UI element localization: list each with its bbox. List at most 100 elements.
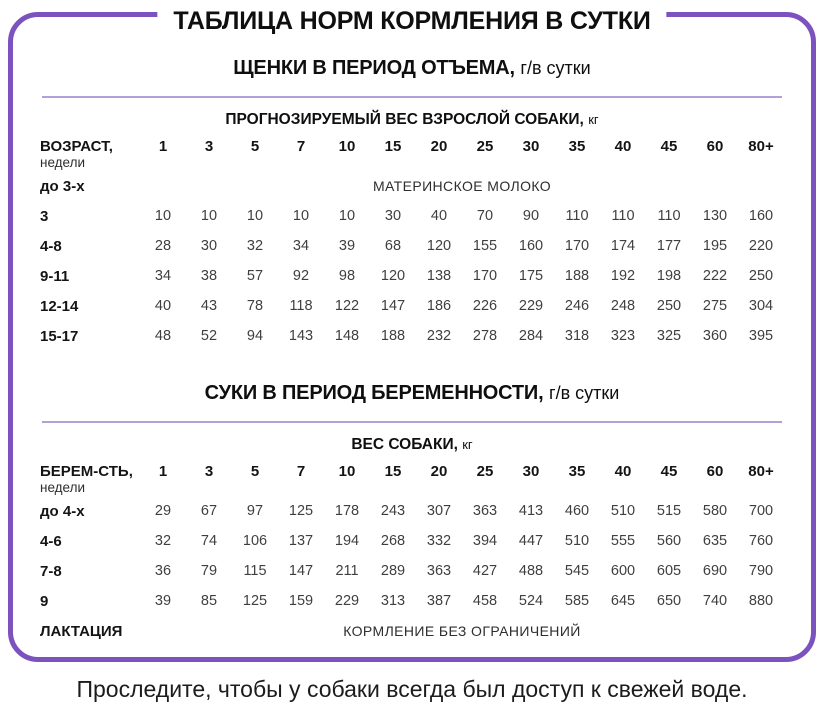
value-cell: 159 bbox=[288, 593, 314, 609]
value-cell: 110 bbox=[657, 208, 681, 224]
value-cell: 147 bbox=[288, 563, 314, 579]
value-cell: 307 bbox=[426, 503, 452, 519]
value-cell: 40 bbox=[154, 298, 172, 314]
pregnancy-section-title: СУКИ В ПЕРИОД БЕРЕМЕННОСТИ, г/в сутки bbox=[40, 382, 784, 405]
page-title: ТАБЛИЦА НОРМ КОРМЛЕНИЯ В СУТКИ bbox=[157, 7, 667, 36]
value-cell: 90 bbox=[522, 208, 540, 224]
value-cell: 120 bbox=[426, 238, 452, 254]
value-cell: 232 bbox=[426, 328, 452, 344]
value-cell: 192 bbox=[610, 268, 636, 284]
value-cell: 30 bbox=[200, 238, 218, 254]
pregnancy-table-header: ВЕС СОБАКИ, кг bbox=[40, 436, 784, 454]
puppies-section-title-unit: г/в сутки bbox=[520, 58, 591, 78]
value-cell: 447 bbox=[518, 533, 544, 549]
value-cell: 177 bbox=[656, 238, 682, 254]
value-cell: 229 bbox=[334, 593, 360, 609]
pregnancy-section-title-text: СУКИ В ПЕРИОД БЕРЕМЕННОСТИ, bbox=[204, 382, 544, 404]
row-label: 9 bbox=[40, 593, 49, 610]
column-header: 25 bbox=[476, 463, 494, 480]
column-header: 80+ bbox=[748, 463, 774, 480]
column-header: 7 bbox=[296, 463, 306, 480]
value-cell: 332 bbox=[426, 533, 452, 549]
value-cell: 125 bbox=[242, 593, 268, 609]
column-header: 40 bbox=[614, 463, 632, 480]
value-cell: 413 bbox=[518, 503, 544, 519]
value-cell: 118 bbox=[289, 298, 313, 314]
value-cell: 138 bbox=[426, 268, 452, 284]
value-cell: 194 bbox=[334, 533, 360, 549]
value-cell: 10 bbox=[292, 208, 310, 224]
value-cell: 211 bbox=[335, 563, 359, 579]
column-header: 60 bbox=[706, 463, 724, 480]
pregnancy-table-header-text: ВЕС СОБАКИ, bbox=[351, 436, 458, 453]
column-header: 35 bbox=[568, 138, 586, 155]
value-cell: 790 bbox=[748, 563, 774, 579]
value-cell: 39 bbox=[338, 238, 356, 254]
value-cell: 363 bbox=[472, 503, 498, 519]
value-cell: 580 bbox=[702, 503, 728, 519]
value-cell: 880 bbox=[748, 593, 774, 609]
column-header: 5 bbox=[250, 138, 260, 155]
value-cell: 250 bbox=[656, 298, 682, 314]
value-cell: 148 bbox=[334, 328, 360, 344]
value-cell: 363 bbox=[426, 563, 452, 579]
row-header-title: БЕРЕМ-СТЬ, bbox=[40, 463, 133, 480]
column-header: 1 bbox=[158, 138, 168, 155]
value-cell: 32 bbox=[154, 533, 172, 549]
value-cell: 226 bbox=[472, 298, 498, 314]
table-card: ЩЕНКИ В ПЕРИОД ОТЪЕМА, г/в сутки ПРОГНОЗ… bbox=[8, 12, 816, 662]
value-cell: 36 bbox=[154, 563, 172, 579]
value-cell: 28 bbox=[154, 238, 172, 254]
column-header: 30 bbox=[522, 463, 540, 480]
pregnancy-section: СУКИ В ПЕРИОД БЕРЕМЕННОСТИ, г/в сутки ВЕ… bbox=[40, 382, 784, 645]
value-cell: 70 bbox=[476, 208, 494, 224]
value-cell: 10 bbox=[154, 208, 172, 224]
pregnancy-table-header-unit: кг bbox=[462, 437, 473, 452]
column-header: 15 bbox=[384, 463, 402, 480]
value-cell: 186 bbox=[426, 298, 452, 314]
puppies-section-title: ЩЕНКИ В ПЕРИОД ОТЪЕМА, г/в сутки bbox=[40, 57, 784, 80]
column-header: 25 bbox=[476, 138, 494, 155]
value-cell: 243 bbox=[380, 503, 406, 519]
value-cell: 250 bbox=[748, 268, 774, 284]
value-cell: 68 bbox=[384, 238, 402, 254]
value-cell: 115 bbox=[243, 563, 267, 579]
column-header: 80+ bbox=[748, 138, 774, 155]
value-cell: 155 bbox=[472, 238, 498, 254]
value-cell: 160 bbox=[518, 238, 544, 254]
row-label: 4-6 bbox=[40, 533, 62, 550]
value-cell: 110 bbox=[565, 208, 589, 224]
section-divider bbox=[42, 96, 782, 98]
value-cell: 43 bbox=[200, 298, 218, 314]
column-header: 10 bbox=[338, 138, 356, 155]
value-cell: 222 bbox=[702, 268, 728, 284]
puppies-table: ВОЗРАСТ, недели 1 3 5 7 10 15 20 25 30 35 40 45 60 80+ д… bbox=[40, 139, 784, 350]
pregnancy-table: БЕРЕМ-СТЬ, недели 1 3 5 7 10 15 20 25 30 35 40 45 60 80… bbox=[40, 464, 784, 645]
column-header: 3 bbox=[204, 138, 214, 155]
section-divider bbox=[42, 421, 782, 423]
row-label: до 4-х bbox=[40, 503, 85, 520]
value-cell: 40 bbox=[430, 208, 448, 224]
value-cell: 120 bbox=[380, 268, 406, 284]
value-cell: 360 bbox=[702, 328, 728, 344]
value-cell: 78 bbox=[246, 298, 264, 314]
value-cell: 122 bbox=[334, 298, 360, 314]
value-cell: 174 bbox=[610, 238, 636, 254]
value-cell: 323 bbox=[610, 328, 636, 344]
value-cell: 110 bbox=[611, 208, 635, 224]
value-cell: 275 bbox=[702, 298, 728, 314]
row-label: 12-14 bbox=[40, 298, 79, 315]
column-header: 10 bbox=[338, 463, 356, 480]
value-cell: 635 bbox=[702, 533, 728, 549]
value-cell: 57 bbox=[246, 268, 264, 284]
water-notice-text: Проследите, чтобы у собаки всегда был до… bbox=[76, 676, 748, 702]
value-cell: 605 bbox=[656, 563, 682, 579]
value-cell: 284 bbox=[518, 328, 544, 344]
value-cell: 94 bbox=[246, 328, 264, 344]
value-cell: 220 bbox=[748, 238, 774, 254]
value-cell: 460 bbox=[564, 503, 590, 519]
value-cell: 195 bbox=[702, 238, 728, 254]
row-label: до 3-х bbox=[40, 178, 85, 195]
column-header: 35 bbox=[568, 463, 586, 480]
value-cell: 178 bbox=[334, 503, 360, 519]
